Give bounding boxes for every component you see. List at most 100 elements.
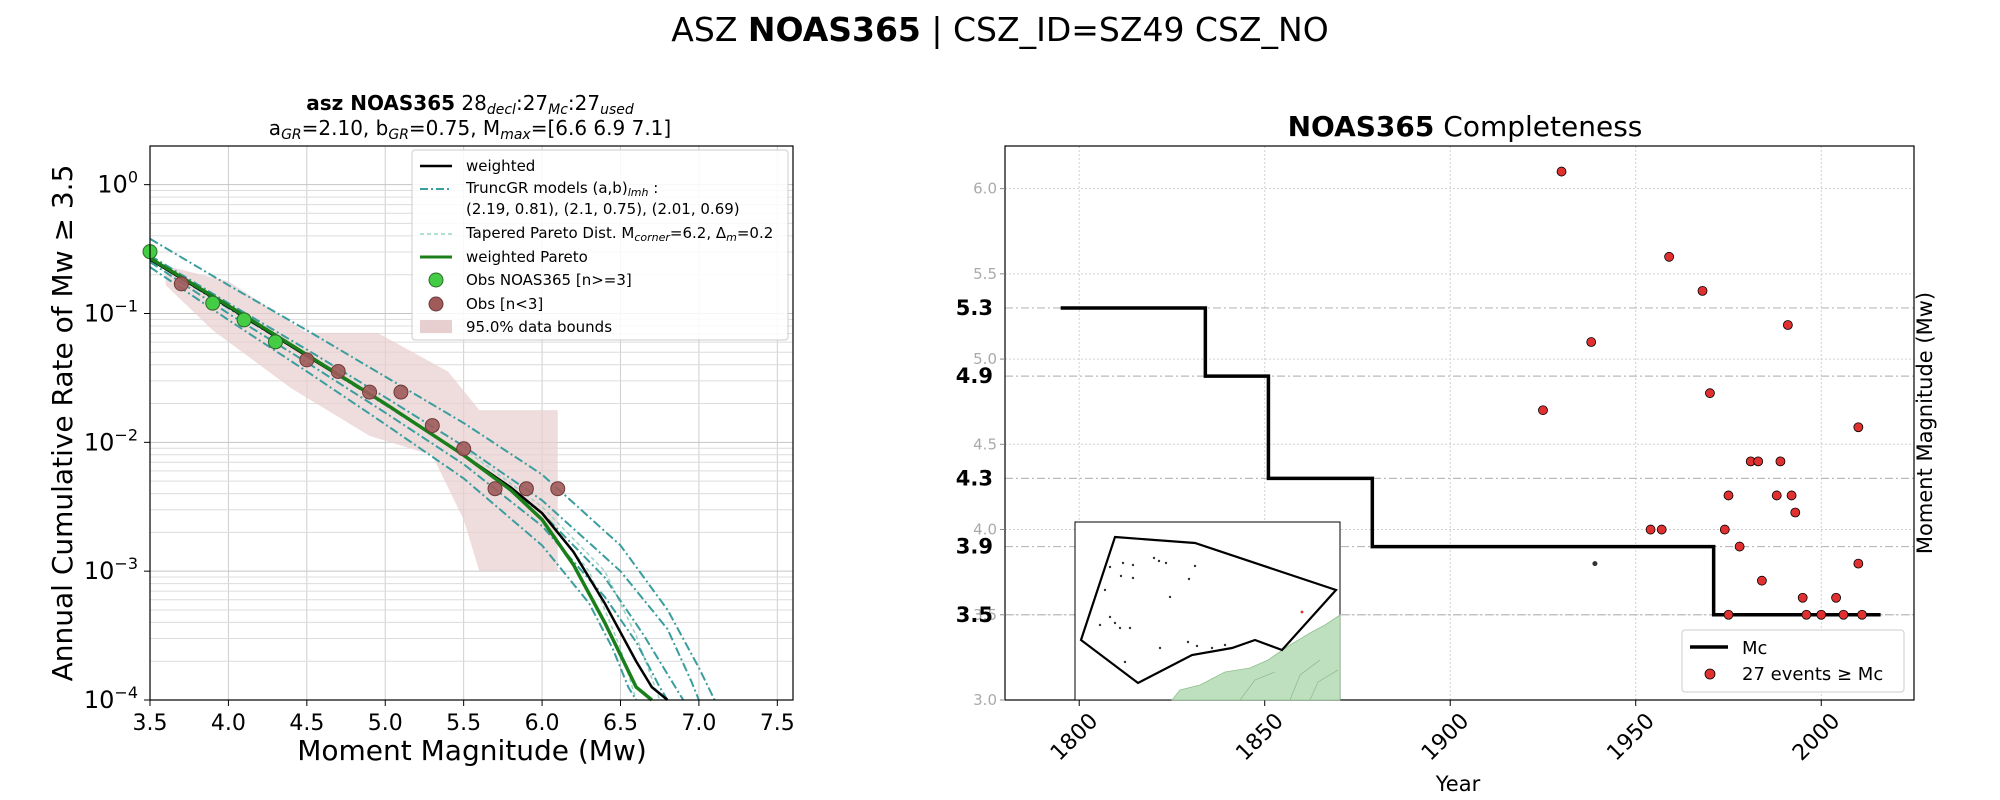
- left-x-tick-label: 4.0: [211, 711, 246, 736]
- left-x-ticks: 3.5 4.0 4.5 5.0 5.5 6.0 6.5 7.0 7.5: [133, 700, 795, 736]
- right-x-tick-label: 1950: [1603, 709, 1660, 766]
- truncgr-line-4: [149, 254, 700, 701]
- event-point: [1831, 592, 1841, 603]
- right-title: NOAS365 Completeness: [1288, 110, 1643, 143]
- event-point: [1723, 490, 1734, 501]
- event-point: [1586, 337, 1597, 347]
- event-point: [1782, 320, 1793, 330]
- right-y-ticks: 3.0 3.5 4.0 4.5 5.0 5.5 6.0 5.3 4.9 4.3 3.9 3.5: [956, 180, 1005, 709]
- event-point: [1705, 388, 1715, 399]
- obs-lt3-point: [330, 363, 346, 379]
- truncgr-line-0: [149, 266, 638, 701]
- mc-level-label: 3.5: [956, 603, 993, 627]
- mc-level-label: 3.9: [956, 535, 993, 559]
- left-title-line2: aGR=2.10, bGR=0.75, Mmax=[6.6 6.9 7.1]: [269, 116, 671, 143]
- obs-n3-point: [236, 312, 252, 328]
- left-y-tick-label: 10−4: [84, 683, 138, 714]
- left-model-lines: [149, 237, 716, 702]
- event-point: [1723, 609, 1734, 620]
- legend-label-bounds: 95.0% data bounds: [466, 318, 612, 336]
- mc-level-label: 4.9: [956, 364, 993, 388]
- right-x-ticks: 1800 1850 1900 1950 2000: [1046, 700, 1845, 766]
- left-title-line1: asz NOAS365 28decl:27Mc:27used: [306, 91, 634, 118]
- mc-level-label: 4.3: [956, 466, 993, 490]
- event-point: [1853, 422, 1864, 433]
- legend-swatch-obs-lt3: [428, 296, 444, 312]
- legend-label-weighted: weighted: [466, 157, 535, 175]
- right-chart: NOAS365 Completeness 1800 1850 1900 1950 200…: [956, 110, 1937, 796]
- obs-n3-point: [205, 295, 221, 311]
- right-x-tick-label: 1800: [1046, 709, 1103, 766]
- event-point: [1719, 524, 1730, 535]
- obs-n3-point: [267, 334, 283, 350]
- truncgr-line-3: [149, 261, 669, 701]
- event-point: [1753, 456, 1764, 467]
- left-x-tick-label: 7.0: [681, 711, 716, 736]
- right-events: [1538, 166, 1867, 620]
- obs-lt3-point: [173, 276, 189, 292]
- inset-map-red-epicenter: [1300, 610, 1304, 614]
- obs-lt3-point: [518, 481, 534, 497]
- left-y-axis-label: Annual Cumulative Rate of Mw ≥ 3.5: [46, 165, 79, 682]
- left-plot-frame: [149, 145, 794, 701]
- mc-step-line: [1060, 306, 1881, 617]
- left-x-axis-label: Moment Magnitude (Mw): [297, 734, 647, 767]
- right-y-tick-label: 4.5: [973, 435, 997, 453]
- event-point: [1645, 524, 1656, 535]
- left-observations: [142, 244, 566, 497]
- left-x-tick-label: 5.5: [446, 711, 481, 736]
- left-chart: asz NOAS365 28decl:27Mc:27used aGR=2.10,…: [46, 91, 795, 767]
- right-x-axis-label: Year: [1435, 772, 1481, 796]
- obs-lt3-point: [550, 481, 566, 497]
- legend-swatch-obs-n3: [428, 272, 444, 288]
- event-point: [1838, 609, 1849, 620]
- event-point: [1797, 592, 1808, 603]
- event-point: [1756, 575, 1767, 586]
- left-y-tick-label: 10−3: [84, 554, 138, 585]
- below-mc-event-point: [1592, 561, 1598, 567]
- left-y-tick-label: 10−1: [84, 296, 138, 327]
- right-y-tick-label: 6.0: [973, 180, 997, 198]
- tapered-pareto-line-1: [463, 448, 661, 701]
- event-point: [1656, 524, 1667, 535]
- legend-swatch-events: [1704, 668, 1716, 680]
- event-point: [1697, 285, 1708, 296]
- left-y-ticks: 100 10−1 10−2 10−3 10−4: [84, 168, 150, 714]
- right-y-tick-label: 3.5: [973, 606, 997, 624]
- legend-label-mc: Mc: [1742, 638, 1767, 659]
- right-y-tick-label: 5.5: [973, 265, 997, 283]
- event-point: [1853, 558, 1864, 569]
- event-point: [1816, 609, 1827, 620]
- event-point: [1556, 166, 1567, 177]
- left-x-tick-label: 7.5: [760, 711, 795, 736]
- right-x-tick-label: 1900: [1417, 709, 1474, 766]
- right-x-tick-label: 1850: [1231, 709, 1288, 766]
- right-mc-step-line: [1060, 306, 1881, 617]
- right-y-axis-label: Moment Magnitude (Mw): [1913, 292, 1937, 554]
- legend-label-truncgr: TruncGR models (a,b)lmh :: [465, 179, 658, 199]
- legend-label-truncgr-values: (2.19, 0.81), (2.1, 0.75), (2.01, 0.69): [466, 200, 740, 218]
- right-y-tick-label: 5.0: [973, 350, 997, 368]
- right-y-tick-label: 3.0: [973, 691, 997, 709]
- right-plot-frame: [1004, 145, 1915, 701]
- legend-label-obs-lt3: Obs [n<3]: [466, 295, 543, 313]
- weighted-pareto-line: [149, 256, 653, 702]
- inset-map-land: [1171, 614, 1341, 701]
- legend-label-weighted-pareto: weighted Pareto: [466, 248, 588, 266]
- right-legend: Mc 27 events ≥ Mc: [1681, 629, 1905, 693]
- inset-map-zone-outline: [1079, 535, 1338, 685]
- obs-lt3-point: [362, 384, 378, 400]
- event-point: [1538, 405, 1548, 416]
- legend-label-events: 27 events ≥ Mc: [1742, 664, 1883, 685]
- figure-suptitle: ASZ NOAS365 | CSZ_ID=SZ49 CSZ_NO: [671, 10, 1328, 49]
- left-x-tick-label: 4.5: [289, 711, 324, 736]
- legend-label-tapered: Tapered Pareto Dist. Mcorner=6.2, Δm=0.2: [465, 224, 773, 244]
- left-legend: weighted TruncGR models (a,b)lmh : (2.19…: [411, 149, 789, 341]
- right-legend-box: [1681, 629, 1905, 693]
- inset-map: [1074, 521, 1341, 701]
- event-point: [1771, 490, 1782, 501]
- left-legend-box: [411, 149, 789, 341]
- event-point: [1801, 609, 1812, 620]
- left-x-tick-label: 6.0: [525, 711, 560, 736]
